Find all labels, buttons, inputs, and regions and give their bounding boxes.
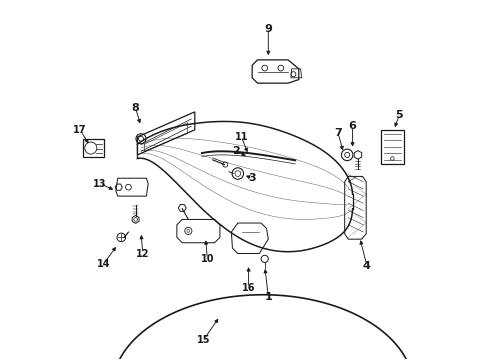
Text: 13: 13: [93, 179, 106, 189]
Text: 12: 12: [136, 248, 149, 258]
Text: 14: 14: [97, 259, 110, 269]
Bar: [381, 130, 403, 164]
Bar: [83, 139, 104, 157]
Text: 4: 4: [363, 261, 371, 271]
Text: 7: 7: [334, 129, 342, 138]
Text: 17: 17: [74, 125, 87, 135]
Text: 10: 10: [200, 254, 214, 264]
Text: 5: 5: [395, 111, 403, 121]
Text: 16: 16: [242, 283, 255, 293]
Text: 6: 6: [349, 121, 357, 131]
Text: 8: 8: [132, 103, 140, 113]
Text: 3: 3: [248, 173, 256, 183]
Text: 1: 1: [265, 292, 272, 302]
Text: 9: 9: [265, 24, 272, 35]
Text: 2: 2: [232, 146, 240, 156]
Text: 11: 11: [235, 132, 248, 142]
Text: 15: 15: [197, 334, 211, 345]
